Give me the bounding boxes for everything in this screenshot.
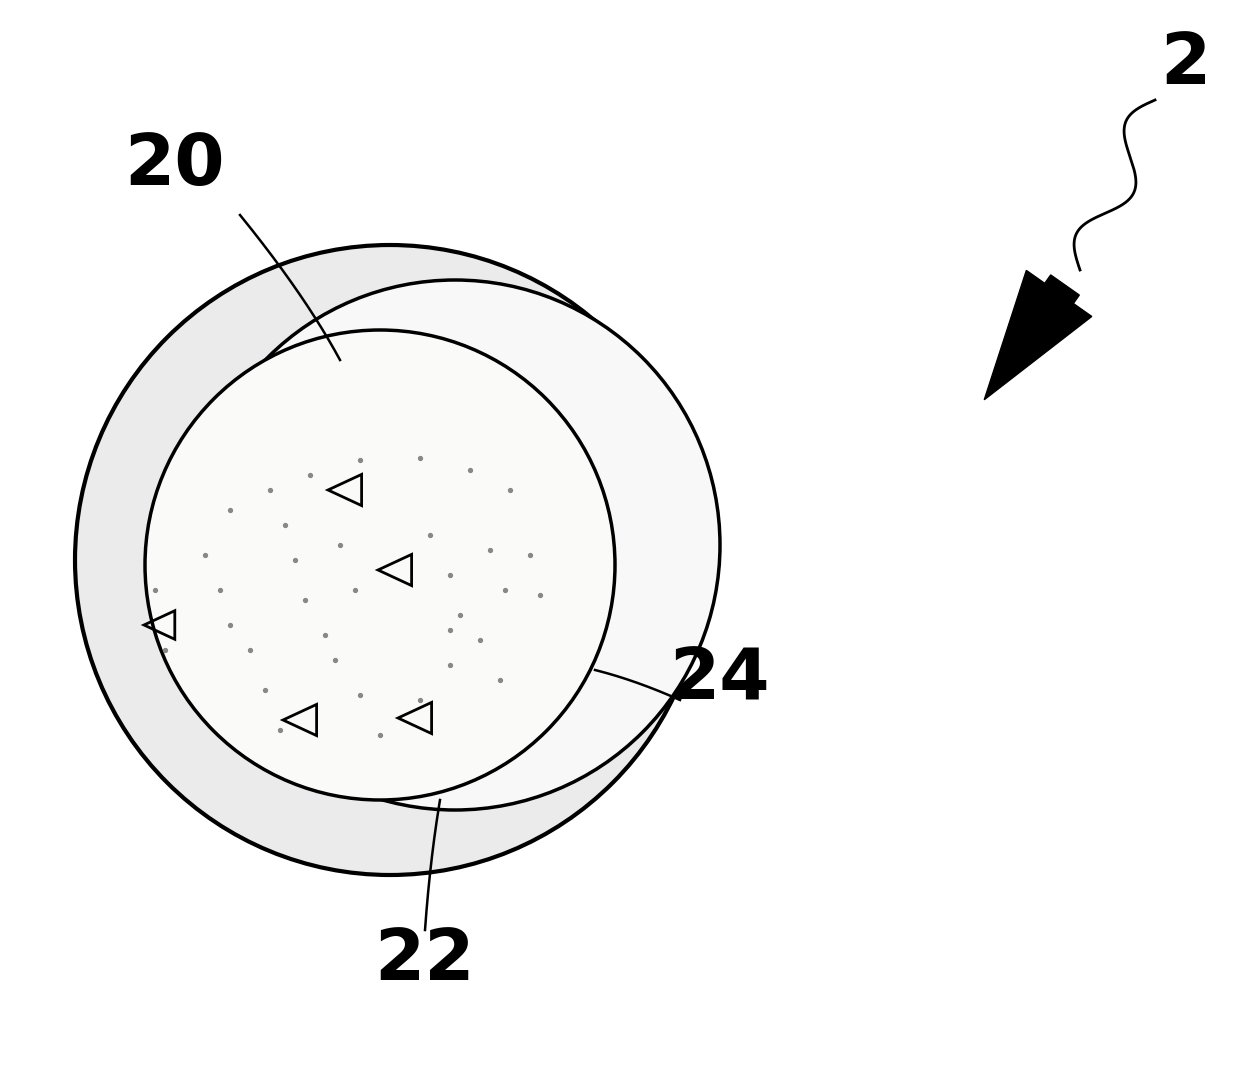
Circle shape <box>190 280 720 810</box>
Text: 20: 20 <box>125 131 226 200</box>
Text: 24: 24 <box>670 645 770 714</box>
Text: 2: 2 <box>1159 30 1210 100</box>
Text: 22: 22 <box>374 926 475 995</box>
Circle shape <box>145 330 615 800</box>
FancyArrow shape <box>985 271 1091 400</box>
Circle shape <box>74 245 706 875</box>
